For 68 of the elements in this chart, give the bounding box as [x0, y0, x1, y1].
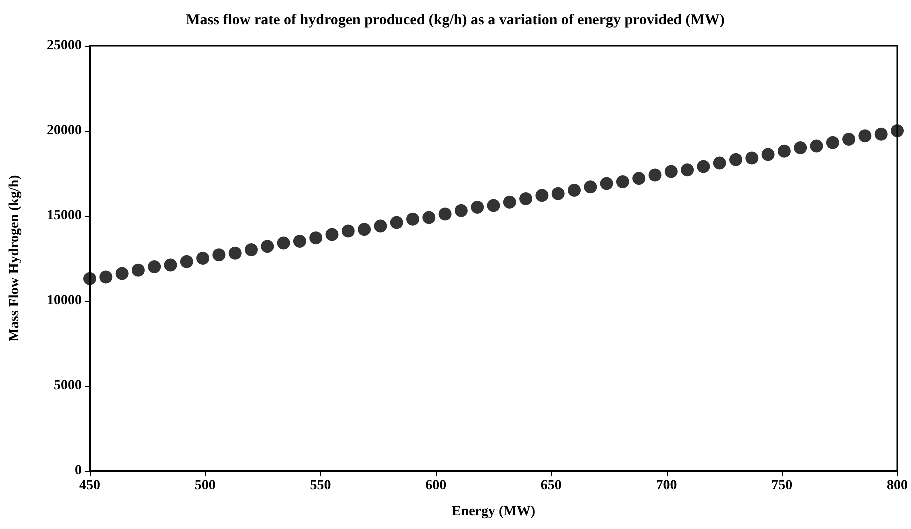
point — [713, 156, 726, 170]
point — [228, 246, 242, 260]
point — [536, 189, 549, 202]
point — [600, 177, 614, 190]
x-tick-label: 750 — [772, 478, 793, 494]
point — [858, 130, 872, 143]
point — [520, 192, 533, 206]
y-tick-label: 10000 — [47, 294, 82, 308]
point — [842, 133, 856, 146]
y-tick-label: 0 — [75, 464, 82, 478]
x-tick-label: 700 — [656, 478, 678, 494]
point — [310, 232, 323, 245]
point — [778, 144, 791, 158]
point — [681, 164, 694, 177]
y-tick-label: 5000 — [54, 378, 82, 394]
point — [568, 184, 581, 197]
point — [132, 264, 145, 277]
point — [180, 255, 194, 268]
point — [164, 258, 178, 272]
point — [891, 124, 904, 138]
point — [471, 201, 484, 214]
point — [358, 223, 372, 236]
point — [697, 160, 710, 174]
point — [422, 211, 436, 224]
point — [810, 140, 824, 153]
point — [245, 244, 258, 256]
point — [794, 142, 808, 154]
point — [746, 152, 759, 165]
point — [84, 272, 96, 286]
point — [438, 208, 452, 221]
x-tick-label: 550 — [310, 478, 332, 494]
x-tick-label: 500 — [194, 478, 216, 494]
point — [261, 240, 274, 254]
y-tick-label: 20000 — [47, 124, 82, 138]
point — [616, 176, 630, 188]
point — [454, 204, 468, 218]
point — [406, 212, 420, 226]
point — [648, 168, 662, 182]
point — [212, 248, 226, 262]
x-tick-label: 800 — [887, 478, 908, 494]
point — [762, 148, 775, 162]
point — [664, 165, 678, 178]
point — [326, 228, 339, 242]
point — [584, 180, 598, 194]
point — [874, 128, 888, 141]
x-tick-label: 650 — [540, 478, 562, 494]
point — [552, 187, 565, 200]
x-tick-label: 450 — [80, 478, 100, 494]
point — [196, 252, 210, 265]
point — [632, 172, 646, 186]
point — [487, 199, 500, 212]
point — [148, 260, 162, 274]
point — [342, 224, 355, 238]
x-axis-title: Energy (MW) — [452, 504, 536, 520]
point — [826, 136, 840, 150]
point — [293, 235, 306, 248]
y-axis-title: Mass Flow Hydrogen (kg/h) — [8, 174, 22, 342]
point — [100, 270, 113, 284]
y-tick-label: 25000 — [47, 38, 82, 54]
x-tick-label: 600 — [426, 478, 447, 494]
y-tick-label: 15000 — [47, 208, 82, 224]
point — [730, 153, 742, 166]
point — [116, 267, 129, 280]
point — [503, 196, 516, 209]
point — [277, 236, 290, 250]
chart-title: Mass flow rate of hydrogen produced (kg/h) as a variation of energy provided (MW) — [186, 12, 725, 28]
point — [374, 220, 388, 233]
point — [390, 216, 404, 230]
